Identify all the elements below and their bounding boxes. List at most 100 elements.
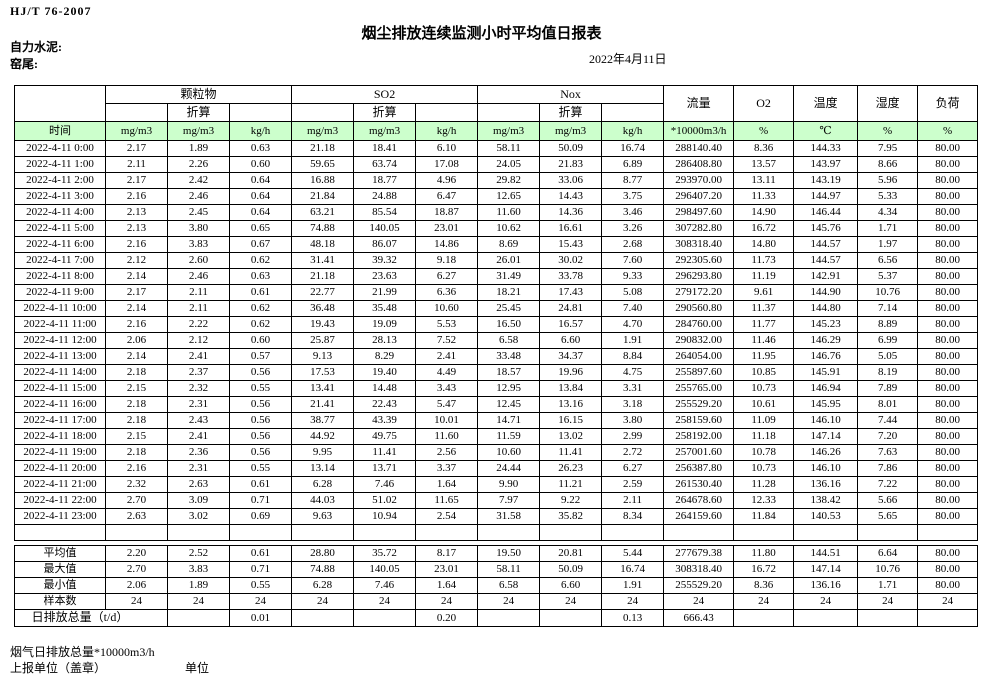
value-cell: 2.42: [167, 172, 230, 189]
value-cell: 2.12: [167, 332, 230, 349]
value-cell: 4.70: [601, 316, 665, 333]
subheader-converted-nox: 折算: [539, 103, 603, 122]
value-cell: 14.48: [353, 380, 417, 397]
value-cell: 2.14: [105, 268, 168, 285]
table-row: 2022-4-11 0:00 2.17 1.89 0.63 21.18 18.41 6.10…: [14, 140, 979, 157]
value-cell: 2.41: [415, 348, 479, 365]
value-cell: 80.00: [917, 300, 979, 317]
value-cell: 18.87: [415, 204, 479, 221]
value-cell: 25.87: [291, 332, 355, 349]
value-cell: 9.61: [733, 284, 795, 301]
summary-value-cell: 0.55: [228, 577, 293, 594]
time-cell: 2022-4-11 4:00: [14, 204, 106, 221]
value-cell: 21.41: [291, 396, 355, 413]
value-cell: 4.96: [415, 172, 479, 189]
value-cell: 11.60: [477, 204, 541, 221]
value-cell: 10.73: [733, 380, 795, 397]
summary-value-cell: 8.17: [415, 545, 479, 562]
value-cell: 308318.40: [663, 236, 735, 253]
value-cell: 86.07: [353, 236, 417, 253]
value-cell: 0.60: [228, 156, 293, 173]
unit-cell: mg/m3: [105, 121, 168, 141]
value-cell: 10.73: [733, 460, 795, 477]
time-cell: 2022-4-11 14:00: [14, 364, 106, 381]
value-cell: 2.17: [105, 172, 168, 189]
empty-cell: [167, 524, 230, 541]
value-cell: 13.71: [353, 460, 417, 477]
value-cell: 6.58: [477, 332, 541, 349]
value-cell: 13.57: [733, 156, 795, 173]
value-cell: 146.94: [793, 380, 859, 397]
value-cell: 2.37: [167, 364, 230, 381]
table-row: 2022-4-11 8:00 2.14 2.46 0.63 21.18 23.63 6.27…: [14, 268, 979, 285]
value-cell: 2.32: [167, 380, 230, 397]
station-label: 窑尾:: [10, 57, 38, 71]
value-cell: 7.52: [415, 332, 479, 349]
col-group-nox: Nox: [477, 85, 665, 104]
table-row: 2022-4-11 20:00 2.16 2.31 0.55 13.14 13.71 3.3…: [14, 460, 979, 477]
value-cell: 279172.20: [663, 284, 735, 301]
value-cell: 24.05: [477, 156, 541, 173]
value-cell: 0.64: [228, 204, 293, 221]
value-cell: 11.60: [415, 428, 479, 445]
value-cell: 33.78: [539, 268, 603, 285]
subheader-blank: [291, 103, 355, 122]
value-cell: 8.89: [857, 316, 919, 333]
value-cell: 14.36: [539, 204, 603, 221]
value-cell: 138.42: [793, 492, 859, 509]
summary-value-cell: 5.44: [601, 545, 665, 562]
summary-value-cell: 1.64: [415, 577, 479, 594]
value-cell: 0.69: [228, 508, 293, 525]
value-cell: 16.74: [601, 140, 665, 157]
value-cell: 0.56: [228, 444, 293, 461]
value-cell: 23.63: [353, 268, 417, 285]
value-cell: 258159.60: [663, 412, 735, 429]
value-cell: 12.65: [477, 188, 541, 205]
value-cell: 44.03: [291, 492, 355, 509]
value-cell: 6.56: [857, 252, 919, 269]
value-cell: 34.37: [539, 348, 603, 365]
value-cell: 145.95: [793, 396, 859, 413]
value-cell: 3.75: [601, 188, 665, 205]
summary-value-cell: 3.83: [167, 561, 230, 578]
value-cell: 11.41: [539, 444, 603, 461]
value-cell: 144.90: [793, 284, 859, 301]
value-cell: 2.16: [105, 460, 168, 477]
value-cell: 58.11: [477, 140, 541, 157]
value-cell: 80.00: [917, 220, 979, 237]
value-cell: 21.84: [291, 188, 355, 205]
report-date: 2022年4月11日: [589, 52, 667, 66]
value-cell: 2.46: [167, 268, 230, 285]
value-cell: 143.19: [793, 172, 859, 189]
value-cell: 21.83: [539, 156, 603, 173]
value-cell: 142.91: [793, 268, 859, 285]
value-cell: 63.74: [353, 156, 417, 173]
value-cell: 12.95: [477, 380, 541, 397]
summary-value-cell: 136.16: [793, 577, 859, 594]
value-cell: 6.60: [539, 332, 603, 349]
table-row: 2022-4-11 7:00 2.12 2.60 0.62 31.41 39.32 9.18…: [14, 252, 979, 269]
value-cell: 44.92: [291, 428, 355, 445]
value-cell: 14.90: [733, 204, 795, 221]
value-cell: 16.50: [477, 316, 541, 333]
table-header: 颗粒物 SO2 Nox 流量 O2 温度 湿度 负荷 折算 折算 折算 时间 m…: [14, 85, 979, 141]
empty-cell: [539, 524, 603, 541]
summary-value-cell: 24: [733, 593, 795, 610]
value-cell: 80.00: [917, 476, 979, 493]
value-cell: 18.57: [477, 364, 541, 381]
value-cell: 11.41: [353, 444, 417, 461]
daily-total-row: 日排放总量（t/d） 0.01 0.20 0.13 666.43: [14, 609, 979, 627]
table-row: 2022-4-11 4:00 2.13 2.45 0.64 63.21 85.54 18.8…: [14, 204, 979, 221]
value-cell: 146.44: [793, 204, 859, 221]
value-cell: 80.00: [917, 188, 979, 205]
table-row: 2022-4-11 13:00 2.14 2.41 0.57 9.13 8.29 2.41 3…: [14, 348, 979, 365]
time-cell: 2022-4-11 1:00: [14, 156, 106, 173]
value-cell: 80.00: [917, 396, 979, 413]
value-cell: 2.32: [105, 476, 168, 493]
value-cell: 3.09: [167, 492, 230, 509]
value-cell: 3.26: [601, 220, 665, 237]
value-cell: 296293.80: [663, 268, 735, 285]
unit-cell: mg/m3: [167, 121, 230, 141]
value-cell: 2.18: [105, 364, 168, 381]
value-cell: 16.15: [539, 412, 603, 429]
